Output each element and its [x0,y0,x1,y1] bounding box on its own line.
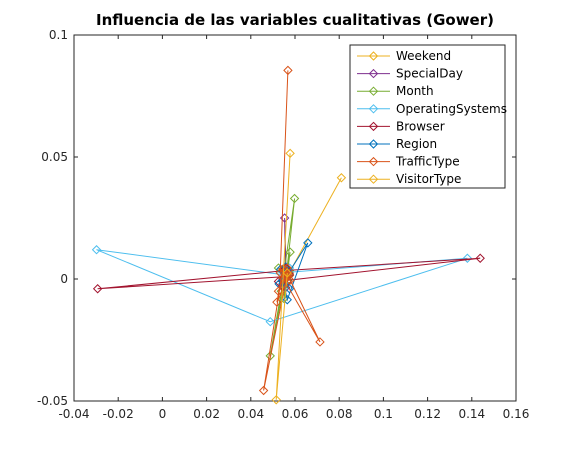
data-point [271,395,281,405]
legend-marker [368,51,379,61]
data-point [336,173,347,183]
legend-label: TrafficType [395,155,460,169]
data-point [272,297,282,307]
legend-item: Browser [357,119,445,133]
data-point [462,253,473,263]
axis-ticks: -0.04 -0.02 0 0.02 0.04 0.06 0.08 0.1 0.12 0.14 0.… [37,28,529,421]
x-tick-label: 0.12 [414,407,441,421]
y-tick-label: 0 [60,272,68,286]
legend-marker [368,156,379,167]
legend-label: OperatingSystems [396,102,507,116]
data-point [285,148,295,159]
legend-label: Month [396,84,434,98]
data-point [285,247,295,257]
data-point [282,263,292,273]
data-point [284,284,295,294]
legend-item: TrafficType [357,155,460,169]
legend-label: Region [396,137,437,151]
legend-item: Region [357,137,437,151]
legend-label: SpecialDay [396,67,463,81]
legend: Weekend SpecialDay Month OperatingSystems Br… [349,44,507,189]
x-tick-label: 0.04 [237,407,264,421]
legend-label: VisitorType [396,172,461,186]
y-tick-label: 0.05 [41,150,68,164]
legend-item: SpecialDay [357,67,463,81]
legend-item: VisitorType [357,172,461,186]
data-point [92,284,103,294]
data-point [289,193,300,204]
data-point [303,238,313,248]
legend-label: Weekend [396,49,451,63]
x-tick-label: 0.06 [282,407,309,421]
data-point [283,65,293,76]
series-line [275,153,291,400]
legend-item: OperatingSystems [357,102,507,116]
legend-item: Weekend [357,49,451,63]
data-point [273,286,284,296]
legend-box [349,44,506,189]
x-tick-label: 0 [159,407,167,421]
x-tick-label: 0.02 [193,407,220,421]
data-point [285,275,295,285]
legend-marker [368,104,379,114]
data-point [475,253,485,263]
data-point [91,245,102,255]
legend-marker [368,139,379,149]
data-point [282,268,292,278]
legend-marker [368,121,379,132]
legend-label: Browser [396,119,445,133]
x-tick-label: 0.08 [326,407,353,421]
x-tick-label: 0.14 [458,407,485,421]
series-group [91,65,485,405]
x-tick-label: -0.04 [58,407,89,421]
data-point [258,385,269,396]
chart-title: Influencia de las variables cualitativas… [96,11,494,29]
y-tick-label: 0.1 [49,28,68,42]
legend-marker [368,68,379,79]
legend-marker [368,174,379,184]
x-tick-label: 0.16 [503,407,530,421]
data-point [265,316,275,327]
series-visitortype [271,148,295,405]
series-line [289,177,342,273]
data-point [315,337,325,347]
y-tick-label: -0.05 [37,394,68,408]
legend-marker [368,86,379,96]
legend-item: Month [357,84,434,98]
x-tick-label: -0.02 [103,407,134,421]
x-tick-label: 0.1 [374,407,393,421]
